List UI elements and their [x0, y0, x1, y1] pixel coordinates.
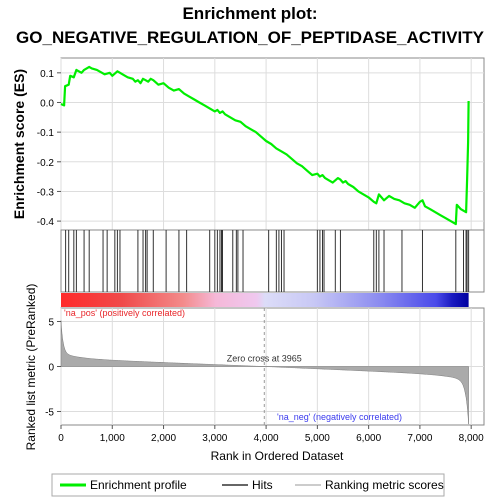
es-tick-label: -0.4: [37, 217, 55, 228]
x-tick-label: 1,000: [100, 433, 125, 444]
x-tick-label: 3,000: [202, 433, 227, 444]
es-y-ticks: 0.1 0.0 -0.1 -0.2 -0.3 -0.4: [37, 69, 61, 228]
x-tick-label: 8,000: [459, 433, 484, 444]
chart-title-line1: Enrichment plot:: [182, 4, 317, 23]
es-y-axis-label: Enrichment score (ES): [11, 69, 27, 219]
negative-label: 'na_neg' (negatively correlated): [277, 412, 402, 422]
x-tick-label: 6,000: [356, 433, 381, 444]
es-tick-label: 0.1: [40, 69, 54, 80]
x-tick-label: 4,000: [254, 433, 279, 444]
metric-tick-label: -5: [45, 408, 54, 419]
metric-tick-label: 5: [48, 318, 54, 329]
es-line-group: [60, 65, 470, 226]
hits-panel-frame: [60, 229, 485, 293]
es-tick-label: 0.0: [40, 98, 54, 109]
legend-metric-label: Ranking metric scores: [325, 478, 444, 492]
x-tick-label: 5,000: [305, 433, 330, 444]
metric-y-ticks: 5 0 -5: [45, 318, 61, 419]
es-line: [60, 65, 470, 226]
x-tick-label: 0: [58, 433, 64, 444]
x-tick-label: 7,000: [407, 433, 432, 444]
metric-y-axis-label: Ranked list metric (PreRanked): [24, 284, 38, 451]
es-tick-label: -0.1: [37, 128, 55, 139]
zero-cross-label: Zero cross at 3965: [227, 354, 302, 364]
es-panel-grid: [60, 58, 484, 230]
x-axis-label: Rank in Ordered Dataset: [211, 449, 344, 463]
x-ticks: 0 1,000 2,000 3,000 4,000 5,000 6,000 7,000 8,00…: [58, 425, 484, 444]
hits-group: [65, 230, 470, 292]
color-bar: [61, 293, 469, 307]
ranking-metric-area: [60, 320, 469, 425]
es-tick-label: -0.3: [37, 187, 55, 198]
chart-title-line2: GO_NEGATIVE_REGULATION_OF_PEPTIDASE_ACTI…: [16, 28, 485, 47]
legend-enrichment-label: Enrichment profile: [90, 478, 187, 492]
metric-tick-label: 0: [48, 363, 54, 374]
legend-hits-label: Hits: [252, 478, 273, 492]
positive-label: 'na_pos' (positively correlated): [64, 308, 185, 318]
x-tick-label: 2,000: [151, 433, 176, 444]
es-tick-label: -0.2: [37, 158, 55, 169]
